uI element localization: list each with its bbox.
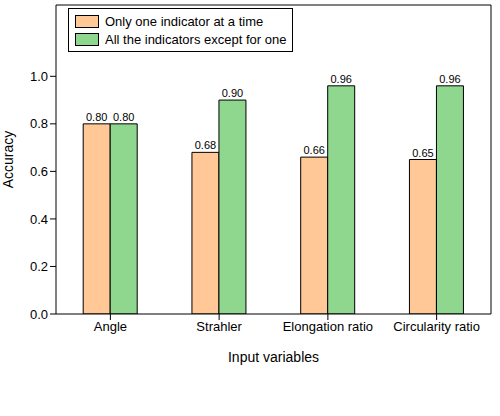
svg-text:1.0: 1.0 [30,69,48,84]
svg-text:0.8: 0.8 [30,116,48,131]
html-text:Only one indicator at a time: Only one indicator at a time [105,13,264,29]
svg-text:0.6: 0.6 [30,164,48,179]
svg-text:0.80: 0.80 [113,111,134,123]
svg-text:Angle: Angle [94,319,127,334]
svg-text:Accuracy: Accuracy [8,131,16,189]
svg-text:0.2: 0.2 [30,259,48,274]
html-text:All the indicators except for: All the indicators except for one [105,31,287,47]
svg-text:Circularity ratio: Circularity ratio [393,319,480,334]
svg-text:Input variables: Input variables [228,349,319,365]
svg-text:0.90: 0.90 [222,87,243,99]
svg-text:0.68: 0.68 [195,139,216,151]
svg-text:0.0: 0.0 [30,307,48,322]
svg-text:0.80: 0.80 [86,111,107,123]
svg-text:0.4: 0.4 [30,212,48,227]
svg-text:0.96: 0.96 [439,73,460,85]
svg-text:0.66: 0.66 [303,144,324,156]
svg-text:Strahler: Strahler [196,319,242,334]
svg-text:Elongation ratio: Elongation ratio [283,319,373,334]
svg-text:0.65: 0.65 [412,147,433,159]
svg-text:0.96: 0.96 [330,73,351,85]
